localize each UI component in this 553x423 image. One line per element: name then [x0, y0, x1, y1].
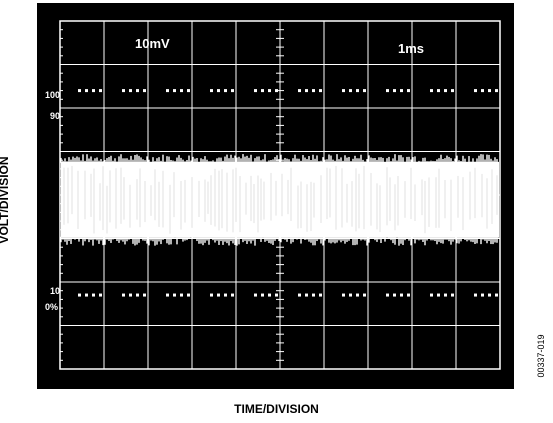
reference-dot-0 — [400, 293, 403, 297]
reference-dot-100 — [474, 89, 477, 93]
reference-dot-100 — [85, 89, 88, 93]
reference-dot-0 — [444, 293, 447, 297]
reference-dot-0 — [437, 293, 440, 297]
reference-dot-100 — [305, 89, 308, 93]
reference-dot-100 — [187, 89, 190, 93]
reference-dot-0 — [319, 293, 322, 297]
ref-label-100: 100 — [45, 90, 60, 100]
reference-dot-100 — [143, 89, 146, 93]
reference-dot-100 — [231, 89, 234, 93]
reference-dot-0 — [92, 293, 95, 297]
reference-dot-100 — [451, 89, 454, 93]
reference-dot-0 — [268, 293, 271, 297]
reference-dot-100 — [210, 89, 213, 93]
reference-dot-100 — [136, 89, 139, 93]
x-axis-title: TIME/DIVISION — [234, 402, 319, 416]
reference-dot-100 — [363, 89, 366, 93]
reference-dot-100 — [224, 89, 227, 93]
reference-dot-0 — [275, 293, 278, 297]
reference-dot-100 — [180, 89, 183, 93]
horizontal-scale-label: 1ms — [398, 41, 424, 56]
reference-dot-0 — [173, 293, 176, 297]
reference-dot-100 — [495, 89, 498, 93]
reference-dot-0 — [430, 293, 433, 297]
reference-dot-100 — [481, 89, 484, 93]
reference-dot-100 — [407, 89, 410, 93]
reference-dot-100 — [275, 89, 278, 93]
reference-dot-0 — [187, 293, 190, 297]
reference-dot-0 — [407, 293, 410, 297]
reference-dot-0 — [481, 293, 484, 297]
reference-dot-0 — [363, 293, 366, 297]
reference-dot-100 — [488, 89, 491, 93]
reference-dot-0 — [78, 293, 81, 297]
reference-dot-100 — [99, 89, 102, 93]
reference-dot-0 — [312, 293, 315, 297]
reference-dot-0 — [231, 293, 234, 297]
vertical-scale-label: 10mV — [135, 36, 170, 51]
figure-id: 00337-019 — [536, 334, 546, 378]
reference-dot-100 — [430, 89, 433, 93]
reference-dot-100 — [400, 89, 403, 93]
reference-dot-0 — [143, 293, 146, 297]
reference-dot-0 — [356, 293, 359, 297]
reference-dot-100 — [312, 89, 315, 93]
reference-dot-0 — [224, 293, 227, 297]
reference-dot-0 — [474, 293, 477, 297]
reference-dot-0 — [129, 293, 132, 297]
reference-dot-100 — [122, 89, 125, 93]
reference-dot-100 — [166, 89, 169, 93]
reference-dot-0 — [254, 293, 257, 297]
reference-dot-100 — [78, 89, 81, 93]
reference-dot-100 — [261, 89, 264, 93]
reference-dot-0 — [210, 293, 213, 297]
reference-dot-100 — [298, 89, 301, 93]
y-axis-title: VOLT/DIVISION — [0, 156, 11, 244]
reference-dot-0 — [488, 293, 491, 297]
reference-dot-100 — [254, 89, 257, 93]
reference-dot-100 — [349, 89, 352, 93]
reference-dot-0 — [495, 293, 498, 297]
reference-dot-100 — [437, 89, 440, 93]
reference-dot-100 — [217, 89, 220, 93]
reference-dot-0 — [393, 293, 396, 297]
reference-dot-0 — [85, 293, 88, 297]
reference-dot-0 — [451, 293, 454, 297]
reference-dot-100 — [393, 89, 396, 93]
reference-dot-0 — [386, 293, 389, 297]
trace-band — [61, 161, 499, 238]
reference-dot-0 — [217, 293, 220, 297]
ref-label-90: 90 — [50, 111, 60, 121]
reference-dot-0 — [136, 293, 139, 297]
reference-dot-0 — [180, 293, 183, 297]
ref-label-10: 10 — [50, 286, 60, 296]
ref-label-0-percent: 0% — [45, 302, 58, 312]
reference-dot-100 — [129, 89, 132, 93]
reference-dot-0 — [166, 293, 169, 297]
reference-dot-100 — [342, 89, 345, 93]
reference-dot-100 — [268, 89, 271, 93]
reference-dot-100 — [444, 89, 447, 93]
reference-dot-100 — [319, 89, 322, 93]
reference-dot-0 — [99, 293, 102, 297]
reference-dot-100 — [356, 89, 359, 93]
reference-dot-0 — [261, 293, 264, 297]
reference-dot-100 — [92, 89, 95, 93]
reference-dot-0 — [305, 293, 308, 297]
reference-dot-100 — [386, 89, 389, 93]
reference-dot-0 — [349, 293, 352, 297]
reference-dot-0 — [298, 293, 301, 297]
reference-dot-0 — [122, 293, 125, 297]
reference-dot-100 — [173, 89, 176, 93]
reference-dot-0 — [342, 293, 345, 297]
